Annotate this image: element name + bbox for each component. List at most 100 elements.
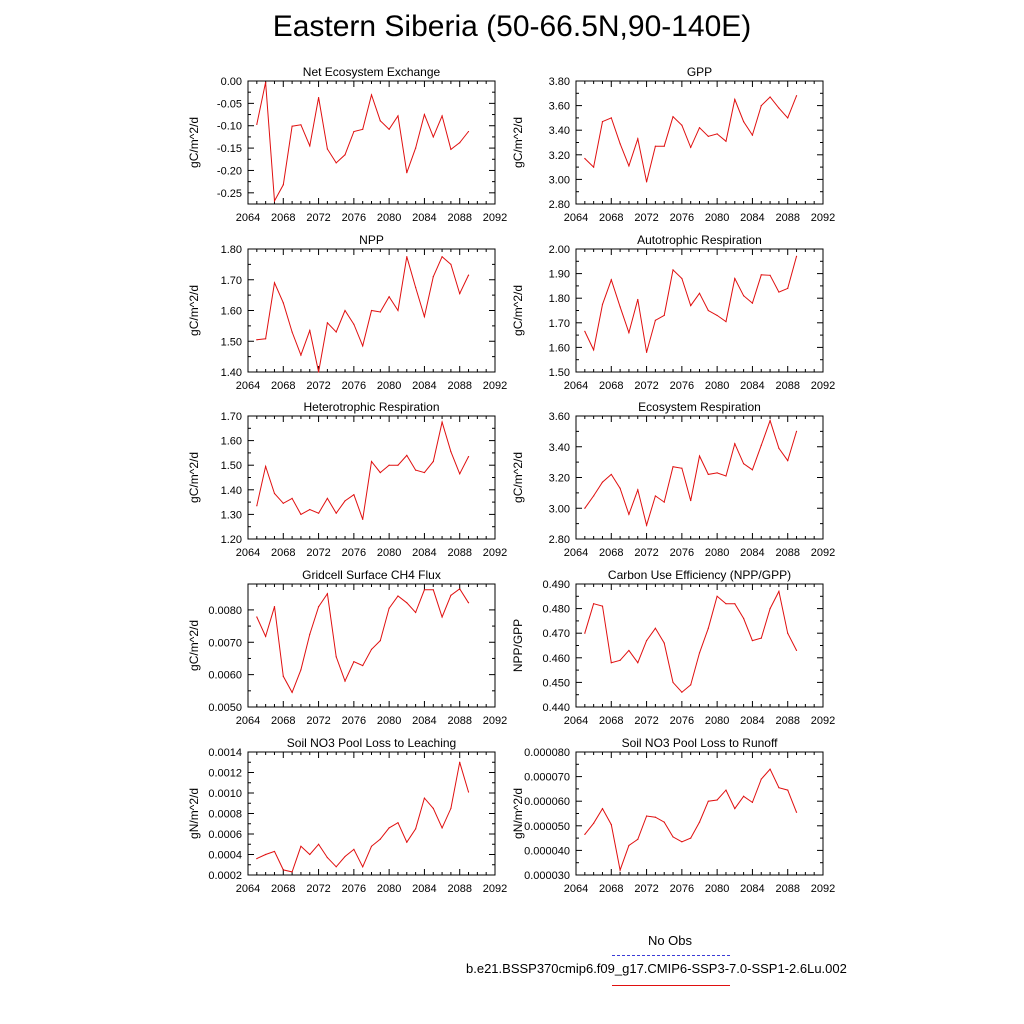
y-tick-label: 0.490 <box>542 579 570 591</box>
x-tick-label: 2072 <box>306 380 330 392</box>
y-tick-label: 0.0002 <box>208 870 242 882</box>
x-tick-label: 2084 <box>412 212 436 224</box>
y-tick-label: 0.0006 <box>208 829 242 841</box>
x-tick-label: 2088 <box>775 212 799 224</box>
data-point <box>273 606 276 608</box>
data-point <box>795 430 798 432</box>
data-point <box>654 319 656 321</box>
data-point <box>725 320 727 323</box>
chart-panel-5: 2064 2068 2072 2076 2080 2084 2088 2092 1.70 1.60… <box>187 400 507 559</box>
data-point <box>778 291 780 293</box>
y-tick-label: 1.60 <box>221 436 242 448</box>
plot-frame <box>575 751 824 876</box>
x-tick-label: 2088 <box>447 547 471 559</box>
data-point <box>690 837 692 839</box>
data-point <box>628 649 630 652</box>
chart-title: GPP <box>687 65 712 79</box>
data-point <box>681 277 683 280</box>
data-point <box>326 322 328 324</box>
data-point <box>362 664 364 667</box>
data-point <box>423 316 426 318</box>
y-tick-label: 0.0004 <box>208 850 242 862</box>
data-point <box>778 590 780 592</box>
data-point <box>760 637 762 639</box>
y-tick-label: 0.000070 <box>524 772 570 784</box>
data-point <box>467 274 470 276</box>
chart-panel-9: 2064 2068 2072 2076 2080 2084 2088 2092 0.0014 0.… <box>187 736 507 895</box>
data-point <box>309 145 311 147</box>
data-point <box>335 512 337 514</box>
x-tick-label: 2084 <box>412 547 436 559</box>
data-point <box>432 807 434 809</box>
data-point <box>415 147 417 149</box>
data-point <box>734 98 736 101</box>
data-point <box>734 807 736 810</box>
x-tick-label: 2084 <box>740 380 764 392</box>
x-tick-label: 2076 <box>670 547 694 559</box>
chart-panel-4: 2064 2068 2072 2076 2080 2084 2088 2092 2.00 1.90… <box>511 233 835 392</box>
x-tick-label: 2080 <box>377 715 401 727</box>
y-tick-label: -0.25 <box>217 188 242 200</box>
series-line <box>584 768 797 872</box>
y-axis-label: gC/m^2/d <box>187 620 201 671</box>
data-point <box>309 508 311 511</box>
data-point <box>707 135 709 137</box>
data-point <box>406 172 408 174</box>
data-point <box>654 627 656 629</box>
data-point <box>379 471 381 474</box>
data-point <box>628 513 630 516</box>
series-line <box>584 419 797 528</box>
data-point <box>637 138 639 140</box>
data-point <box>441 827 443 829</box>
chart-panel-6: 2064 2068 2072 2076 2080 2084 2088 2092 3.60 3.40… <box>511 400 835 559</box>
chart-panel-3: 2064 2068 2072 2076 2080 2084 2088 2092 1.80 1.70… <box>187 233 507 392</box>
data-point <box>795 95 798 97</box>
data-point <box>379 838 381 840</box>
legend-case-label: b.e21.BSSP370cmip6.f09_g17.CMIP6-SSP3-7.… <box>466 961 847 976</box>
data-point <box>406 454 408 456</box>
x-tick-label: 2072 <box>634 715 658 727</box>
data-point <box>619 869 621 871</box>
x-tick-label: 2064 <box>564 212 588 224</box>
data-point <box>317 606 320 608</box>
data-point <box>291 125 293 127</box>
data-point <box>734 277 736 280</box>
x-tick-label: 2068 <box>599 715 623 727</box>
data-point <box>628 165 630 167</box>
data-point <box>344 309 346 312</box>
data-point <box>291 871 293 873</box>
data-point <box>353 130 355 133</box>
x-tick-label: 2076 <box>342 883 366 895</box>
x-tick-label: 2064 <box>236 212 260 224</box>
y-tick-label: 1.50 <box>549 367 570 379</box>
data-point <box>716 133 718 135</box>
x-tick-label: 2076 <box>342 715 366 727</box>
data-point <box>300 669 302 671</box>
x-tick-label: 2076 <box>342 212 366 224</box>
data-point <box>707 309 709 312</box>
data-point <box>716 799 718 801</box>
legend-case-line <box>612 985 730 986</box>
y-tick-label: 1.60 <box>549 342 570 354</box>
y-tick-label: 0.0060 <box>208 670 242 682</box>
data-point <box>423 471 426 474</box>
chart-panel-2: 2064 2068 2072 2076 2080 2084 2088 2092 3.80 3.60… <box>511 65 835 224</box>
y-axis-label: gN/m^2/d <box>511 788 525 839</box>
x-tick-label: 2088 <box>447 380 471 392</box>
data-point <box>698 455 701 457</box>
data-point <box>388 296 390 298</box>
data-point <box>637 298 639 301</box>
data-point <box>309 853 311 856</box>
data-point <box>787 632 789 634</box>
x-tick-label: 2092 <box>483 715 507 727</box>
data-point <box>326 148 328 150</box>
data-point <box>326 593 328 595</box>
data-point <box>725 140 727 142</box>
data-point <box>619 143 621 145</box>
x-tick-label: 2084 <box>740 883 764 895</box>
data-point <box>370 309 373 312</box>
data-point <box>353 494 355 496</box>
data-point <box>450 263 452 265</box>
series-line <box>256 255 469 373</box>
